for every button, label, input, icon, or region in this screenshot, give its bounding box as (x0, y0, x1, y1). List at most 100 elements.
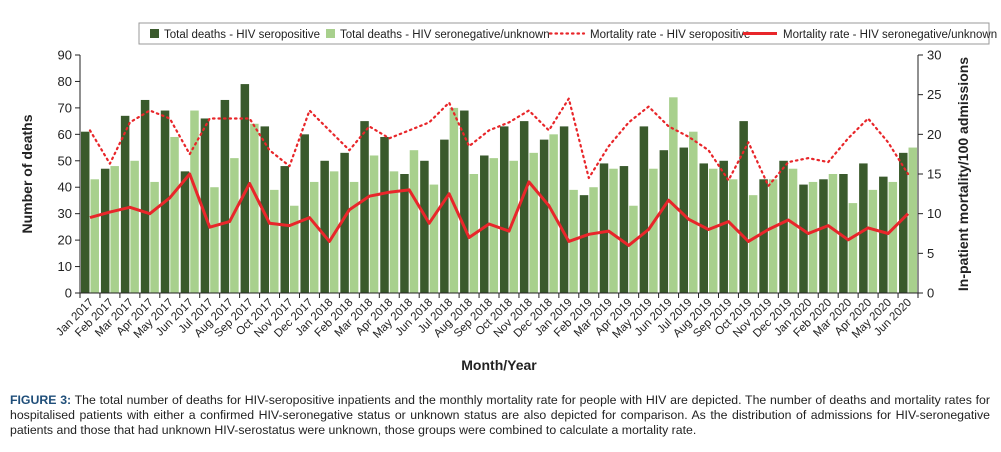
legend-swatch (150, 29, 159, 38)
legend-label: Total deaths - HIV seronegative/unknown (340, 29, 550, 41)
bar-seropositive (899, 152, 908, 293)
bar-seronegative (748, 195, 758, 293)
y-tick-label-right: 0 (927, 286, 934, 301)
bar-seronegative (110, 166, 119, 293)
legend-box (138, 22, 990, 45)
bar-seronegative (429, 184, 439, 293)
y-tick-label-left: 30 (58, 206, 72, 221)
bar-seronegative (828, 174, 838, 293)
bar-seropositive (799, 184, 808, 293)
y-tick-label-left: 20 (58, 233, 72, 248)
legend-label: Total deaths - HIV seropositive (164, 29, 320, 41)
bar-seropositive (480, 155, 489, 293)
bar-seronegative (689, 131, 698, 293)
bar-seronegative (290, 205, 299, 293)
bar-seropositive (639, 126, 649, 294)
bar-seronegative (609, 168, 618, 293)
bar-seropositive (140, 99, 150, 293)
y-tick-label-right: 5 (927, 246, 934, 261)
y-tick-label-left: 80 (58, 74, 72, 89)
bar-seropositive (420, 160, 429, 293)
bar-seropositive (539, 139, 549, 293)
bar-seropositive (879, 176, 888, 293)
y-tick-label-right: 10 (927, 206, 941, 221)
bar-seropositive (360, 121, 369, 293)
bar-seropositive (240, 84, 250, 293)
bar-seronegative (270, 189, 279, 293)
bar-seronegative (230, 158, 239, 293)
bar-seropositive (619, 166, 629, 293)
bar-seronegative (90, 179, 99, 293)
legend-swatch (326, 29, 335, 38)
bar-seronegative (449, 107, 459, 293)
bar-seropositive (739, 121, 748, 293)
bar-seronegative (569, 189, 578, 293)
bar-seronegative (190, 110, 199, 294)
y-tick-label-left: 10 (58, 259, 72, 274)
bar-seropositive (779, 160, 788, 293)
y-axis-title-right: In-patient mortality/100 admissions (955, 57, 971, 291)
y-tick-label-right: 20 (927, 127, 941, 142)
bar-seropositive (679, 147, 689, 293)
line-mortality-seropositive (88, 97, 910, 187)
caption-text: The total number of deaths for HIV-serop… (10, 393, 990, 437)
bar-seropositive (659, 150, 669, 293)
bar-seropositive (80, 131, 90, 293)
bar-seropositive (380, 136, 389, 293)
x-axis-title: Month/Year (461, 357, 537, 373)
bar-seropositive (719, 160, 728, 293)
bar-seropositive (320, 160, 329, 293)
bar-seronegative (170, 136, 179, 293)
bar-seronegative (728, 179, 738, 293)
bar-seronegative (848, 203, 858, 293)
bar-seronegative (649, 168, 658, 293)
bar-seronegative (309, 181, 319, 293)
bar-seronegative (589, 187, 598, 293)
bar-seropositive (300, 134, 309, 293)
bar-seronegative (808, 181, 818, 293)
bar-seropositive (559, 126, 569, 294)
caption-label: FIGURE 3: (10, 393, 72, 407)
bar-seropositive (599, 163, 609, 293)
bar-seronegative (150, 181, 159, 293)
bar-seropositive (220, 99, 230, 293)
bar-seropositive (400, 174, 409, 293)
bar-seropositive (859, 163, 868, 293)
y-tick-label-left: 0 (65, 286, 72, 301)
bar-seropositive (260, 126, 270, 294)
y-tick-label-right: 25 (927, 87, 941, 102)
bar-seropositive (499, 126, 509, 294)
y-tick-label-right: 15 (927, 167, 941, 182)
bar-seropositive (759, 179, 768, 293)
line-mortality-seronegative (89, 172, 910, 247)
bar-seronegative (908, 147, 918, 293)
bar-seronegative (369, 155, 379, 293)
y-tick-label-left: 50 (58, 153, 72, 168)
bar-seropositive (460, 110, 469, 294)
bar-seropositive (819, 179, 828, 293)
bar-seropositive (340, 152, 349, 293)
bar-seronegative (210, 187, 219, 293)
bar-seropositive (440, 139, 449, 293)
figure-caption: FIGURE 3: The total number of deaths for… (10, 393, 990, 438)
bar-seropositive (280, 166, 289, 293)
y-tick-label-right: 30 (927, 48, 941, 63)
bar-seronegative (788, 168, 798, 293)
y-tick-label-left: 40 (58, 180, 72, 195)
bar-seronegative (130, 160, 139, 293)
bar-seronegative (669, 97, 678, 293)
bar-seronegative (629, 205, 638, 293)
bar-seronegative (409, 150, 419, 293)
bar-seronegative (768, 179, 778, 293)
bar-seropositive (200, 118, 210, 293)
bar-seropositive (579, 195, 589, 293)
bar-seropositive (120, 115, 130, 293)
bar-seropositive (180, 171, 190, 293)
legend-label: Mortality rate - HIV seropositive (590, 29, 750, 41)
bar-seronegative (389, 171, 399, 293)
y-tick-label-left: 60 (58, 127, 72, 142)
bar-seronegative (509, 160, 518, 293)
bar-seronegative (888, 181, 898, 293)
bar-seropositive (100, 168, 110, 293)
bar-seronegative (709, 168, 718, 293)
